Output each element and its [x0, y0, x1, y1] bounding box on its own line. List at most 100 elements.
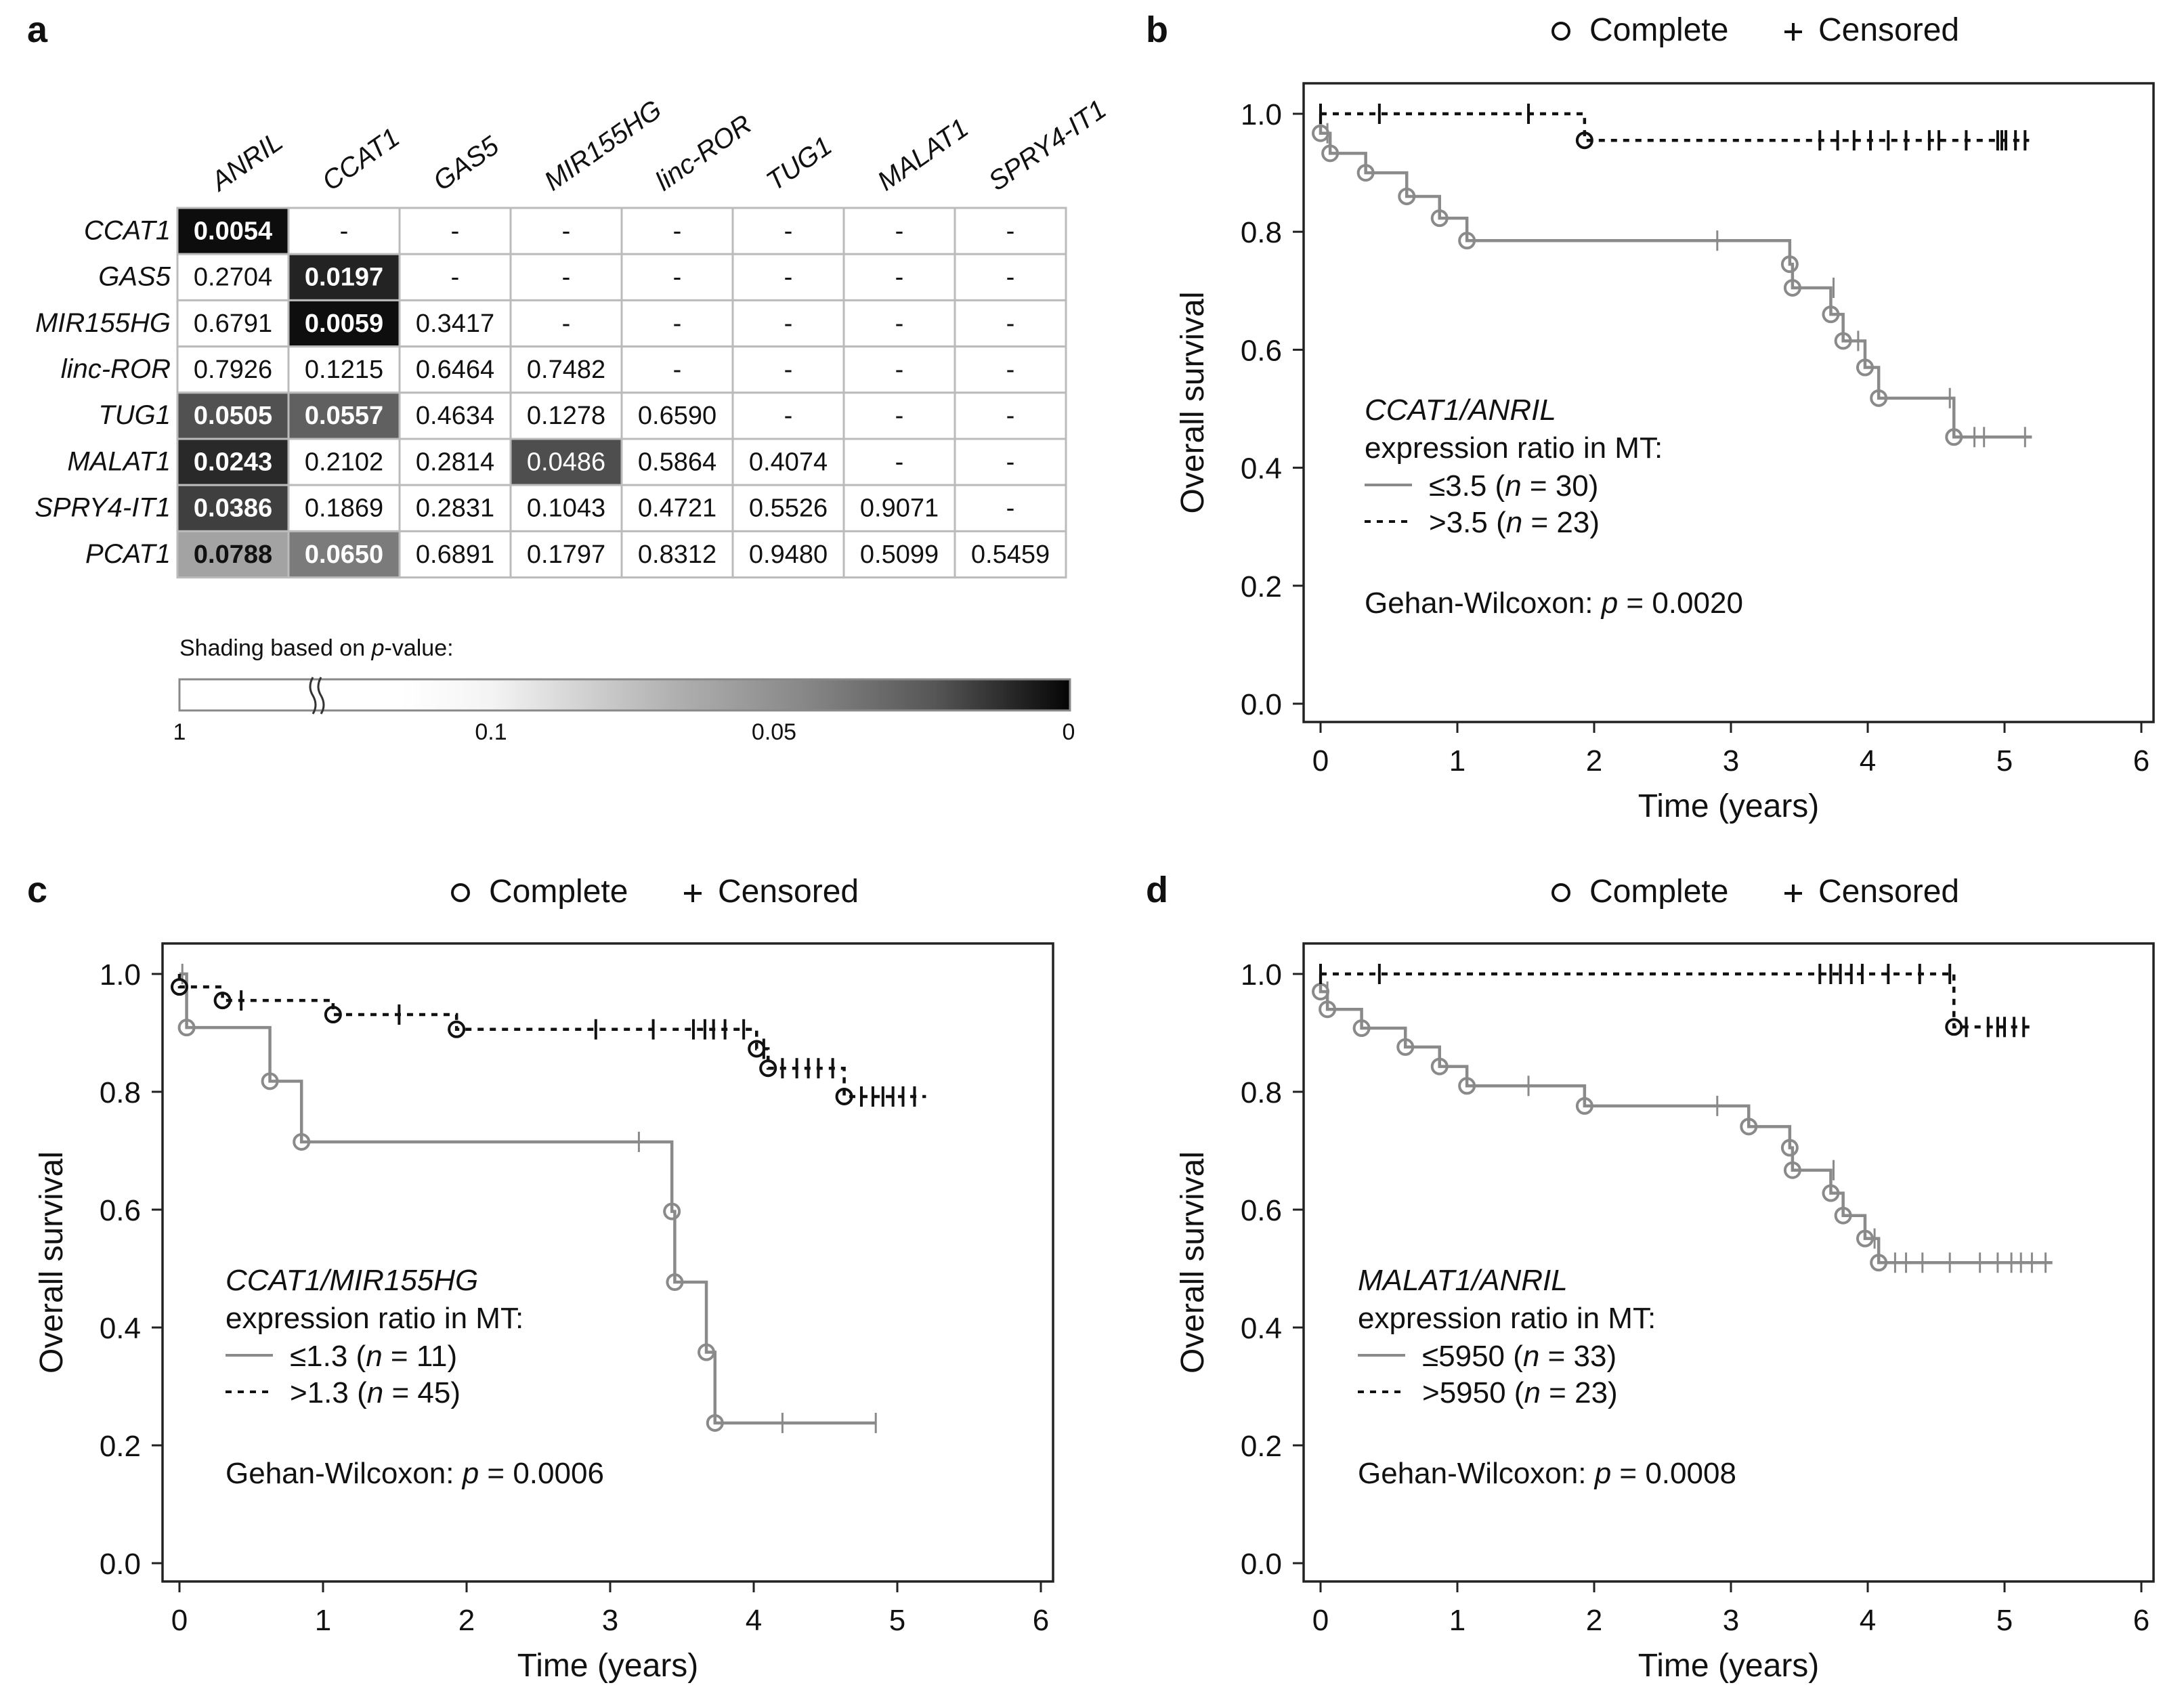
- x-tick-label: 3: [1723, 744, 1739, 778]
- event-marker: [1870, 1254, 1888, 1272]
- event-marker: [1945, 428, 1963, 446]
- x-axis-label: Time (years): [1638, 788, 1820, 824]
- scale-tick-label: 0.05: [752, 719, 796, 745]
- event-marker: [1856, 1229, 1874, 1248]
- cell-value: 0.9480: [749, 540, 828, 569]
- legend-censored-label: Censored: [718, 874, 859, 910]
- y-tick-label: 0.2: [1241, 1430, 1282, 1463]
- text-span: >5950 (: [1422, 1376, 1524, 1409]
- cell-value: -: [1006, 448, 1015, 476]
- y-tick-label: 0.6: [1241, 334, 1282, 367]
- table-cell: [509, 299, 623, 348]
- text-span: = 45): [383, 1376, 461, 1409]
- cell-value: 0.5526: [749, 494, 828, 523]
- table-cell: [287, 207, 401, 255]
- legend-complete-label: Complete: [489, 874, 628, 910]
- panel-b-survival-plot: b Complete Censored 0 1 2 3 4 5 6 0.0 0.2 0.4 0.6 0.8 1…: [1146, 9, 2155, 824]
- y-tick-label: 1.0: [1241, 958, 1282, 992]
- ratio-label: expression ratio in MT:: [226, 1302, 523, 1335]
- ratio-label: expression ratio in MT:: [1358, 1302, 1656, 1335]
- table-cell: [842, 299, 956, 348]
- y-tick-label: 1.0: [1241, 98, 1282, 131]
- y-tick-label: 0.0: [1241, 688, 1282, 721]
- event-marker: [1430, 209, 1449, 228]
- test-result: Gehan-Wilcoxon: p = 0.0020: [1365, 587, 1743, 620]
- x-tick-label: 1: [1449, 1604, 1465, 1637]
- text-span: ≤3.5 (: [1429, 469, 1505, 503]
- panel-label: c: [27, 870, 47, 910]
- text-span: = 0.0006: [479, 1457, 604, 1490]
- y-tick-label: 0.8: [1241, 1076, 1282, 1109]
- text-span: p: [461, 1457, 479, 1490]
- legend-censored-marker: [1784, 23, 1802, 41]
- table-cell: [620, 391, 734, 440]
- table-cell: [954, 438, 1067, 486]
- column-header: GAS5: [428, 131, 505, 197]
- y-axis-label: Overall survival: [1175, 291, 1211, 513]
- cell-value: -: [784, 217, 793, 245]
- panel-label: a: [27, 9, 48, 50]
- table-cell: [509, 530, 623, 579]
- event-marker: [177, 1019, 196, 1037]
- cell-value: -: [895, 402, 904, 430]
- cell-value: 0.0243: [194, 448, 272, 476]
- cell-value: 0.2814: [416, 448, 494, 476]
- legend-complete-marker: [1551, 883, 1570, 902]
- event-marker: [1430, 1057, 1449, 1076]
- legend-low-label: ≤3.5 (n = 30): [1429, 469, 1598, 503]
- cell-value: 0.2831: [416, 494, 494, 523]
- cell-value: 0.6891: [416, 540, 494, 569]
- table-cell: [954, 299, 1067, 348]
- table-cell: [176, 484, 290, 532]
- text-span: n: [1506, 506, 1522, 539]
- y-tick-label: 0.8: [1241, 216, 1282, 249]
- event-marker: [324, 1006, 342, 1024]
- x-tick-label: 2: [1586, 1604, 1602, 1637]
- event-marker: [1780, 1139, 1799, 1157]
- table-cell: [398, 345, 512, 394]
- cell-value: 0.0486: [527, 448, 605, 476]
- x-tick-label: 5: [1996, 1604, 2013, 1637]
- legend-low-label: ≤1.3 (n = 11): [290, 1340, 457, 1373]
- cell-value: 0.2102: [305, 448, 383, 476]
- cell-value: -: [562, 217, 571, 245]
- cell-value: 0.0788: [194, 540, 272, 569]
- cell-value: -: [673, 356, 682, 384]
- panel-label: d: [1146, 870, 1168, 910]
- cell-value: 0.0197: [305, 263, 383, 292]
- cell-value: -: [895, 263, 904, 292]
- event-marker: [1740, 1118, 1758, 1136]
- text-span: = 23): [1522, 506, 1600, 539]
- text-span: Gehan-Wilcoxon:: [1365, 587, 1602, 620]
- plot-frame: [1302, 82, 2155, 723]
- x-tick-label: 2: [458, 1604, 475, 1637]
- event-marker: [171, 978, 188, 996]
- cell-value: 0.0059: [305, 310, 383, 338]
- cell-value: 0.0386: [194, 494, 272, 523]
- text-span: >1.3 (: [290, 1376, 367, 1409]
- event-marker: [1396, 1038, 1415, 1056]
- x-tick-label: 1: [315, 1604, 331, 1637]
- legend-complete-marker: [451, 883, 470, 902]
- text-span: n: [367, 1376, 383, 1409]
- cell-value: 0.1278: [527, 402, 605, 430]
- cell-value: -: [1006, 356, 1015, 384]
- column-header: CCAT1: [317, 123, 405, 197]
- row-header: PCAT1: [85, 539, 171, 569]
- y-tick-label: 0.4: [1241, 1312, 1282, 1345]
- cell-value: 0.1869: [305, 494, 383, 523]
- table-cell: [509, 391, 623, 440]
- text-span: Gehan-Wilcoxon:: [1358, 1457, 1595, 1490]
- scale-tick-label: 0.1: [475, 719, 507, 745]
- event-marker: [1783, 278, 1801, 297]
- x-tick-label: 2: [1586, 744, 1602, 778]
- x-tick-label: 4: [1860, 1604, 1876, 1637]
- table-cell: [176, 530, 290, 579]
- table-cell: [398, 299, 512, 348]
- text-span: p: [371, 635, 385, 661]
- text-span: n: [1523, 1340, 1539, 1373]
- table-cell: [731, 530, 845, 579]
- table-cell: [954, 207, 1067, 255]
- cell-value: 0.5099: [860, 540, 939, 569]
- cell-value: 0.1043: [527, 494, 605, 523]
